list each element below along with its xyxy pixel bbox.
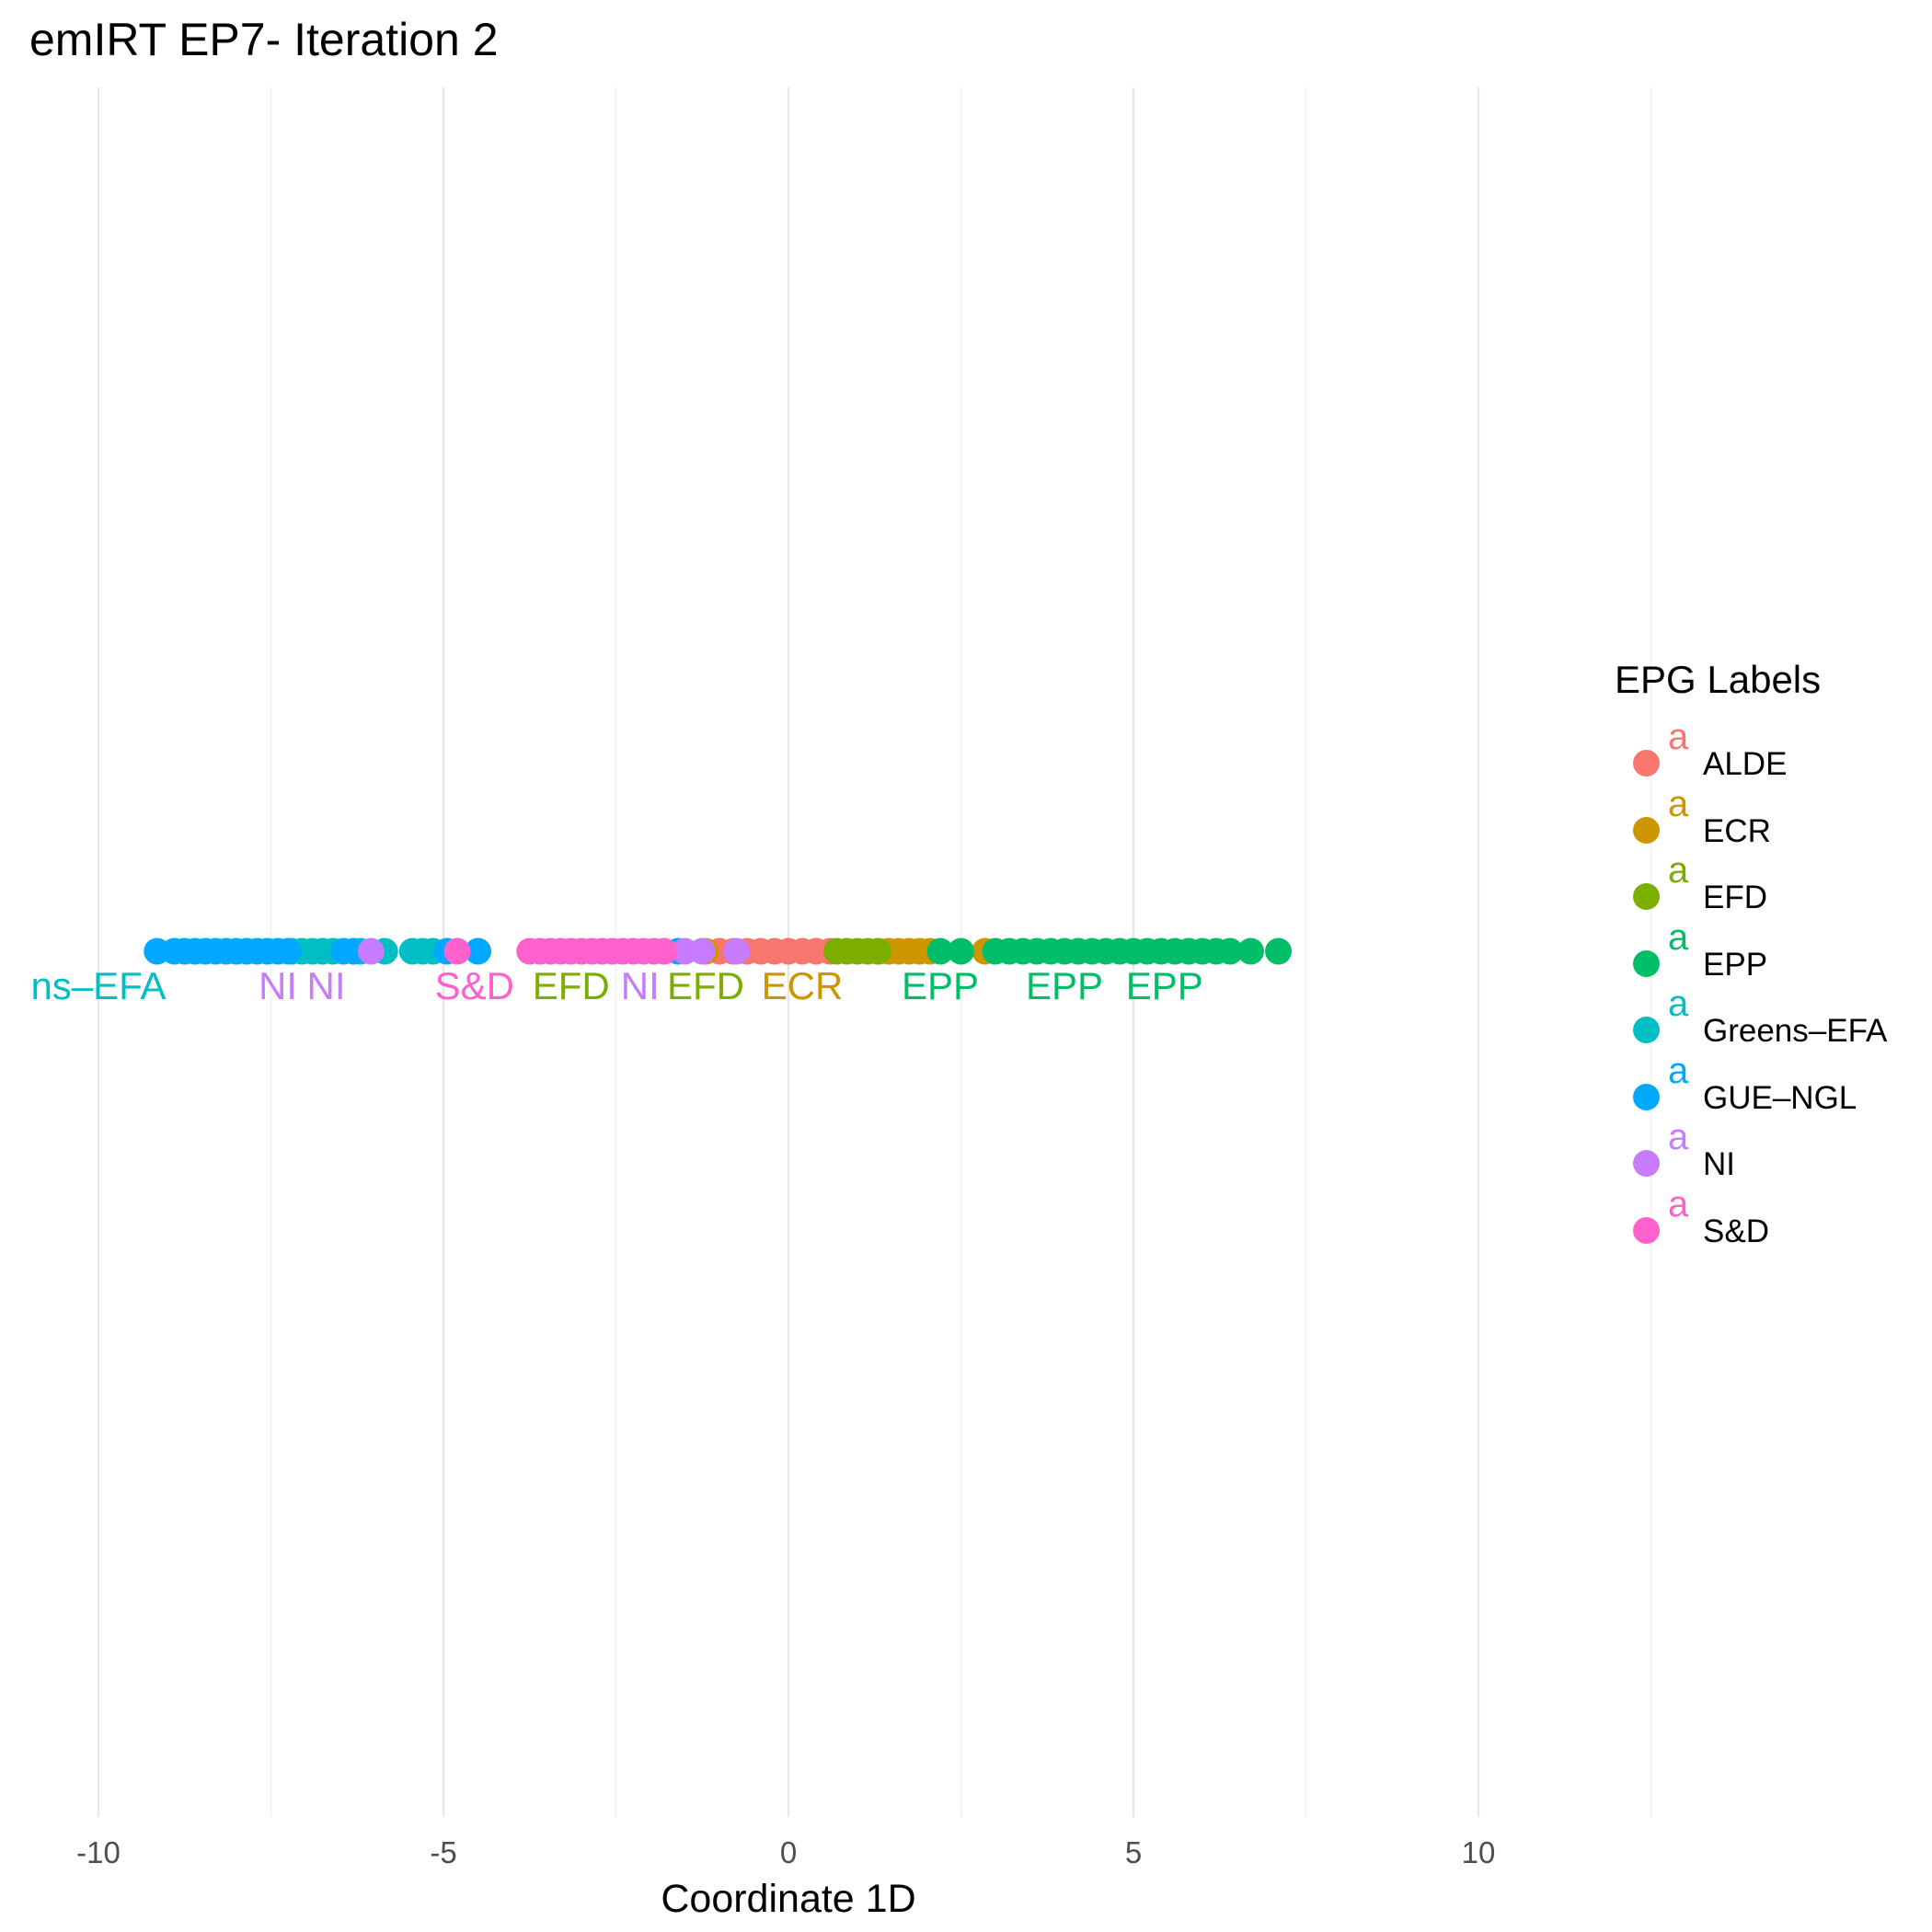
point-label: NI	[259, 964, 297, 1007]
data-point	[650, 937, 678, 965]
legend-item: a EPP	[1615, 919, 1927, 986]
x-tick-label: 0	[780, 1835, 797, 1869]
legend-item: a S&D	[1615, 1186, 1927, 1253]
point-label: EPP	[1026, 964, 1103, 1007]
x-tick-label: 5	[1125, 1835, 1142, 1869]
legend-swatch	[1633, 816, 1660, 844]
legend-label: EPP	[1703, 946, 1768, 983]
data-point	[688, 937, 716, 965]
point-label: EFD	[667, 964, 744, 1007]
x-tick-label: -5	[430, 1835, 456, 1869]
legend-item: a Greens–EFA	[1615, 985, 1927, 1052]
legend-item: a NI	[1615, 1119, 1927, 1186]
data-point	[865, 937, 891, 965]
legend-text-key: a	[1668, 717, 1689, 757]
data-points	[144, 937, 1292, 965]
point-label: EPP	[1126, 964, 1203, 1007]
legend-item: a ECR	[1615, 786, 1927, 853]
legend-text-key: a	[1668, 850, 1689, 891]
legend-label: EFD	[1703, 880, 1767, 915]
legend-label: GUE–NGL	[1703, 1079, 1857, 1116]
point-label: S&D	[435, 964, 514, 1007]
x-axis-label: Coordinate 1D	[661, 1877, 915, 1921]
legend-item: a ALDE	[1615, 719, 1927, 786]
legend-label: S&D	[1703, 1213, 1769, 1249]
legend-swatch	[1633, 949, 1660, 977]
data-point	[465, 937, 491, 965]
legend-text-key: a	[1668, 1183, 1689, 1225]
legend-label: Greens–EFA	[1703, 1013, 1888, 1049]
legend-label: ECR	[1703, 812, 1771, 849]
legend-label: ALDE	[1703, 746, 1788, 782]
point-label: EPP	[902, 964, 979, 1007]
point-label: EFD	[533, 964, 610, 1007]
point-label: NI	[621, 964, 660, 1007]
legend-text-key: a	[1668, 1050, 1689, 1091]
data-point	[443, 937, 471, 965]
x-axis-ticks: -10 -5 0 5 10	[76, 1835, 1495, 1869]
point-label: NI	[307, 964, 346, 1007]
legend-item: a GUE–NGL	[1615, 1052, 1927, 1120]
legend-text-key: a	[1668, 1117, 1689, 1157]
legend: EPG Labels a ALDE a ECR a EFD a EPP a Greens–EFA a…	[1615, 658, 1927, 1252]
point-label: ns–EFA	[30, 964, 166, 1007]
point-annotations: ns–EFA NI NI S&D EFD NI EFD ECR EPP EPP EPP	[30, 964, 1202, 1007]
legend-swatch	[1633, 1216, 1660, 1244]
legend-swatch	[1633, 883, 1660, 910]
data-point	[1216, 937, 1244, 965]
legend-items: a ALDE a ECR a EFD a EPP a Greens–EFA a GUE–NGL a NI a…	[1615, 719, 1927, 1252]
data-point	[1265, 937, 1292, 965]
legend-text-key: a	[1668, 983, 1689, 1024]
legend-swatch	[1633, 750, 1660, 776]
legend-text-key: a	[1668, 783, 1689, 824]
data-point	[274, 937, 302, 965]
legend-label: NI	[1703, 1146, 1735, 1182]
x-tick-label: 10	[1462, 1835, 1496, 1869]
x-tick-label: -10	[76, 1835, 121, 1869]
data-point	[948, 937, 974, 965]
legend-item: a EFD	[1615, 852, 1927, 919]
legend-text-key: a	[1668, 916, 1689, 958]
data-point	[723, 937, 751, 965]
chart-title: emIRT EP7- Iteration 2	[29, 14, 499, 65]
legend-swatch	[1633, 1150, 1660, 1177]
legend-swatch	[1633, 1083, 1660, 1110]
data-point	[357, 937, 385, 965]
data-point	[1237, 937, 1264, 965]
point-label: ECR	[762, 964, 844, 1007]
legend-title: EPG Labels	[1615, 658, 1822, 701]
data-point	[926, 937, 954, 965]
legend-swatch	[1633, 1017, 1660, 1043]
